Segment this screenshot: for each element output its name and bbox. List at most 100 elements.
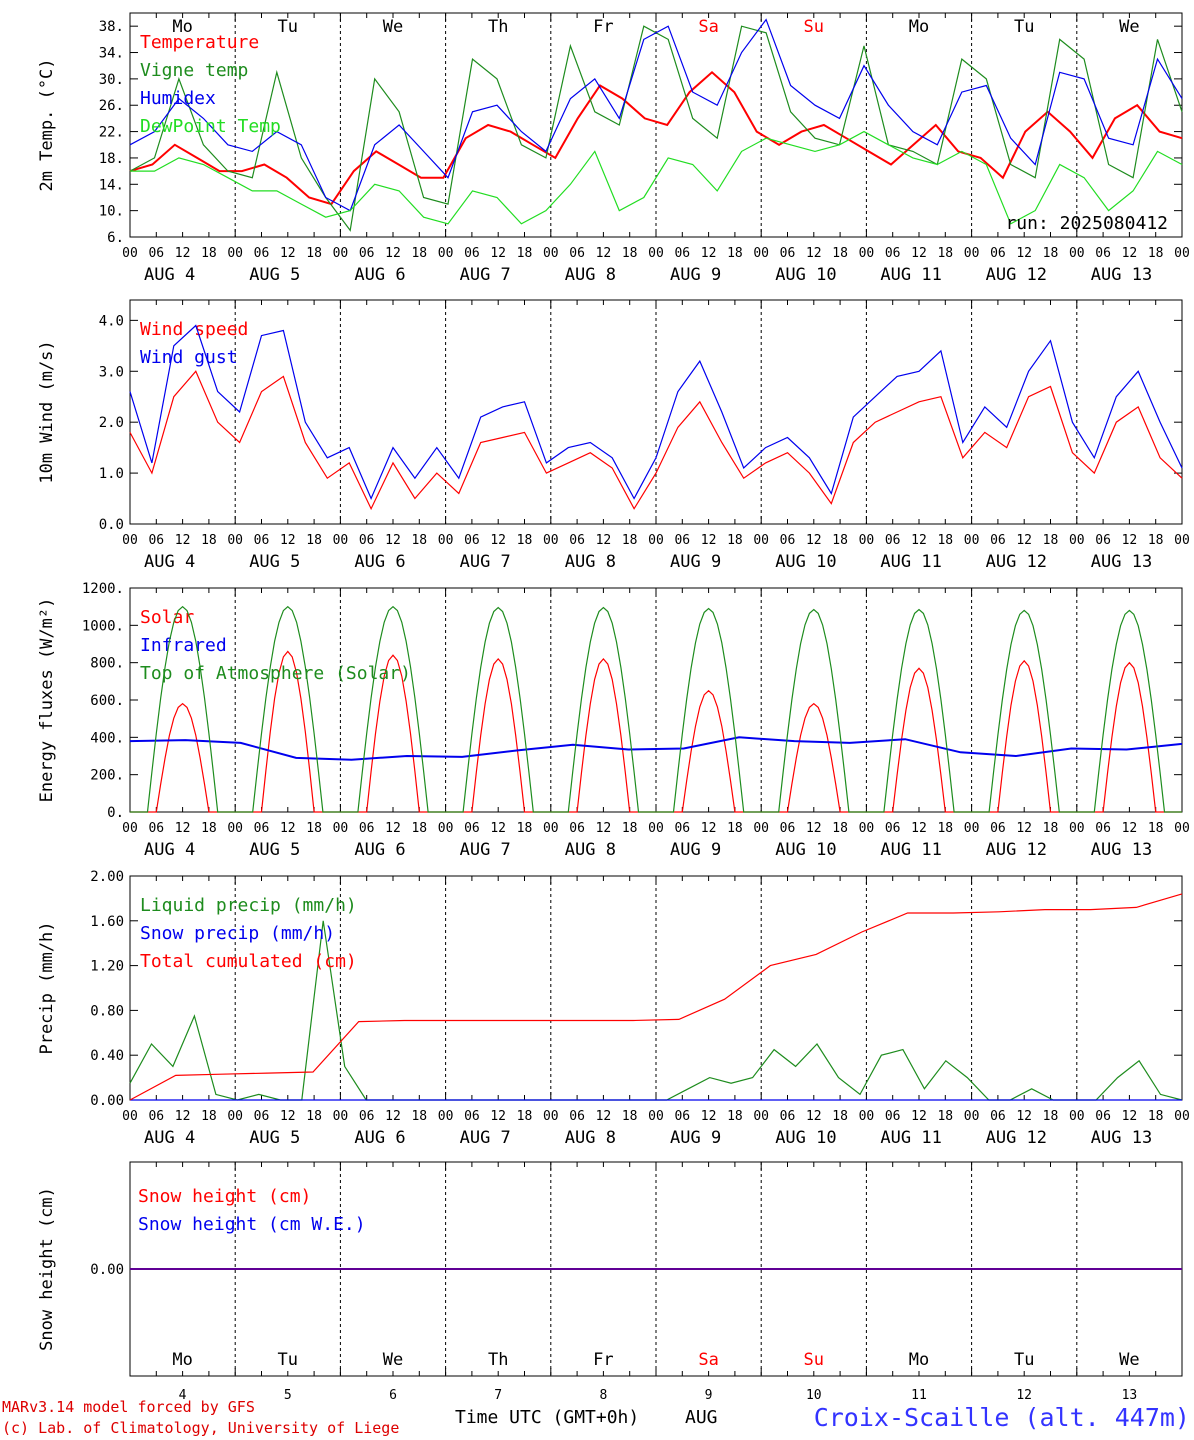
hour-tick-label: 00 (1069, 821, 1085, 836)
legend-wind-gust: Wind gust (140, 347, 238, 368)
hour-tick-label: 18 (727, 1109, 743, 1124)
hour-tick-label: 00 (122, 821, 138, 836)
date-label: AUG 9 (670, 265, 721, 285)
hour-tick-label: 00 (964, 821, 980, 836)
hour-tick-label: 06 (674, 1109, 690, 1124)
hour-tick-label: 18 (1148, 1109, 1164, 1124)
date-label: AUG 5 (249, 552, 300, 572)
date-label: AUG 6 (354, 840, 405, 860)
day-number: 10 (806, 1388, 822, 1403)
date-label: AUG 8 (565, 1128, 616, 1148)
hour-tick-label: 18 (727, 821, 743, 836)
panel-2: 0.0 1.0 2.0 3.0 4.0 10m Wind (m/s) 00 06 12 18 00 0… (37, 299, 1190, 572)
hour-tick-label: 12 (596, 1109, 612, 1124)
hour-tick-label: 18 (1148, 533, 1164, 548)
date-label: AUG 10 (775, 552, 836, 572)
date-label: AUG 8 (565, 265, 616, 285)
hour-tick-label: 00 (859, 1109, 875, 1124)
date-label: AUG 12 (986, 552, 1047, 572)
date-label: AUG 5 (249, 840, 300, 860)
hour-tick-label: 18 (937, 533, 953, 548)
hour-tick-label: 18 (201, 1109, 217, 1124)
hour-tick-label: 00 (333, 1109, 349, 1124)
hour-tick-label: 18 (1043, 821, 1059, 836)
day-name: Su (804, 17, 824, 37)
y-tick-label: 26. (99, 98, 124, 114)
hour-tick-label: 00 (438, 533, 454, 548)
hour-tick-label: 00 (964, 533, 980, 548)
hour-tick-label: 12 (806, 1109, 822, 1124)
day-name: Su (804, 1350, 824, 1370)
date-label: AUG 8 (565, 840, 616, 860)
hour-tick-label: 18 (832, 246, 848, 261)
date-label: AUG 12 (986, 265, 1047, 285)
y-tick-label: 0.00 (90, 1262, 124, 1278)
day-name: We (1119, 17, 1139, 37)
hour-tick-label: 18 (937, 821, 953, 836)
y-tick-label: 0.00 (90, 1093, 124, 1109)
legend-humidex: Humidex (140, 88, 216, 109)
day-name: Tu (1014, 17, 1034, 37)
y-tick-label: 0.0 (99, 517, 124, 533)
hour-tick-label: 18 (937, 1109, 953, 1124)
date-label: AUG 4 (144, 552, 195, 572)
panel-5: 0.00 Snow height (cm) Snow height (cm) Snow… (37, 1161, 1183, 1403)
y-tick-label: 18. (99, 151, 124, 167)
legend-solar: Solar (140, 607, 194, 628)
date-label: AUG 9 (670, 840, 721, 860)
y-tick-label: 1.20 (90, 959, 124, 975)
hour-tick-label: 18 (1043, 533, 1059, 548)
hour-tick-label: 18 (1148, 246, 1164, 261)
hour-tick-label: 00 (227, 821, 243, 836)
date-label: AUG 13 (1091, 552, 1152, 572)
hour-tick-label: 00 (859, 533, 875, 548)
day-number: 11 (911, 1388, 927, 1403)
hour-tick-label: 18 (727, 533, 743, 548)
hour-tick-label: 06 (674, 246, 690, 261)
legend-vigne-temp: Vigne temp (140, 60, 248, 81)
hour-tick-label: 06 (464, 1109, 480, 1124)
day-number: 13 (1122, 1388, 1138, 1403)
day-name: Th (488, 1350, 508, 1370)
hour-tick-label: 00 (1174, 246, 1190, 261)
hour-tick-label: 00 (1174, 1109, 1190, 1124)
date-label: AUG 4 (144, 265, 195, 285)
date-label: AUG 11 (880, 552, 941, 572)
hour-tick-label: 18 (832, 533, 848, 548)
hour-tick-label: 00 (648, 821, 664, 836)
day-name: Fr (593, 1350, 613, 1370)
legend-snow-precip-mm-h: Snow precip (mm/h) (140, 923, 335, 944)
y-axis-label: Snow height (cm) (37, 1187, 57, 1351)
hour-tick-label: 00 (543, 1109, 559, 1124)
hour-tick-label: 18 (622, 246, 638, 261)
hour-tick-label: 06 (885, 1109, 901, 1124)
y-tick-label: 30. (99, 72, 124, 88)
hour-tick-label: 12 (175, 246, 191, 261)
date-label: AUG 7 (460, 265, 511, 285)
hour-tick-label: 12 (596, 533, 612, 548)
date-label: AUG 6 (354, 1128, 405, 1148)
day-number: 6 (389, 1388, 397, 1403)
hour-tick-label: 06 (674, 533, 690, 548)
series-line-wind-gust (129, 324, 1183, 501)
hour-tick-label: 00 (753, 533, 769, 548)
date-label: AUG 12 (986, 840, 1047, 860)
hour-tick-label: 12 (175, 1109, 191, 1124)
hour-tick-label: 18 (622, 821, 638, 836)
day-name: We (383, 1350, 403, 1370)
series-line-wind-speed (129, 370, 1183, 511)
hour-tick-label: 00 (648, 246, 664, 261)
date-label: AUG 11 (880, 840, 941, 860)
legend-dewpoint-temp: DewPoint Temp (140, 116, 281, 137)
hour-tick-label: 06 (674, 821, 690, 836)
y-tick-label: 3.0 (99, 364, 124, 380)
hour-tick-label: 00 (543, 821, 559, 836)
date-label: AUG 10 (775, 1128, 836, 1148)
plot-frame (129, 12, 1183, 238)
hour-tick-label: 12 (385, 821, 401, 836)
hour-tick-label: 00 (122, 246, 138, 261)
series-line-infrared (129, 736, 1183, 761)
hour-tick-label: 06 (148, 533, 164, 548)
day-number: 12 (1016, 1388, 1032, 1403)
hour-tick-label: 18 (832, 821, 848, 836)
